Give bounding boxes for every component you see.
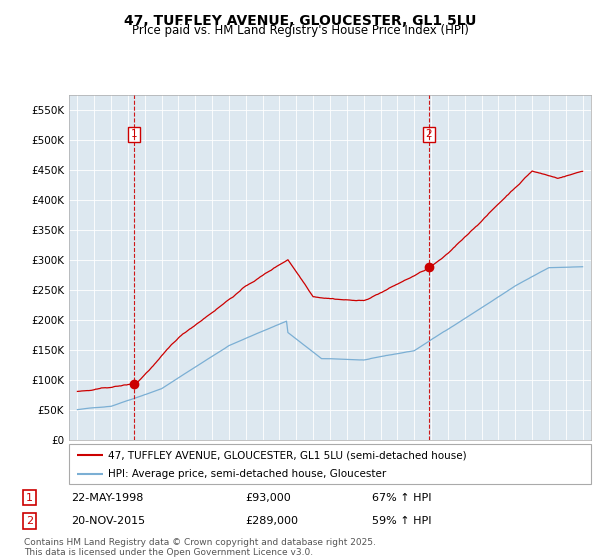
Text: 22-MAY-1998: 22-MAY-1998: [71, 493, 143, 503]
Text: £93,000: £93,000: [245, 493, 290, 503]
Text: 1: 1: [131, 129, 137, 139]
Text: 2: 2: [26, 516, 33, 526]
Text: 67% ↑ HPI: 67% ↑ HPI: [372, 493, 431, 503]
Text: Price paid vs. HM Land Registry's House Price Index (HPI): Price paid vs. HM Land Registry's House …: [131, 24, 469, 37]
Text: Contains HM Land Registry data © Crown copyright and database right 2025.
This d: Contains HM Land Registry data © Crown c…: [24, 538, 376, 557]
Text: 47, TUFFLEY AVENUE, GLOUCESTER, GL1 5LU (semi-detached house): 47, TUFFLEY AVENUE, GLOUCESTER, GL1 5LU …: [108, 450, 467, 460]
Text: £289,000: £289,000: [245, 516, 298, 526]
Text: 1: 1: [26, 493, 33, 503]
Text: 2: 2: [425, 129, 433, 139]
Text: HPI: Average price, semi-detached house, Gloucester: HPI: Average price, semi-detached house,…: [108, 469, 386, 479]
Text: 59% ↑ HPI: 59% ↑ HPI: [372, 516, 431, 526]
Text: 47, TUFFLEY AVENUE, GLOUCESTER, GL1 5LU: 47, TUFFLEY AVENUE, GLOUCESTER, GL1 5LU: [124, 14, 476, 28]
Text: 20-NOV-2015: 20-NOV-2015: [71, 516, 145, 526]
